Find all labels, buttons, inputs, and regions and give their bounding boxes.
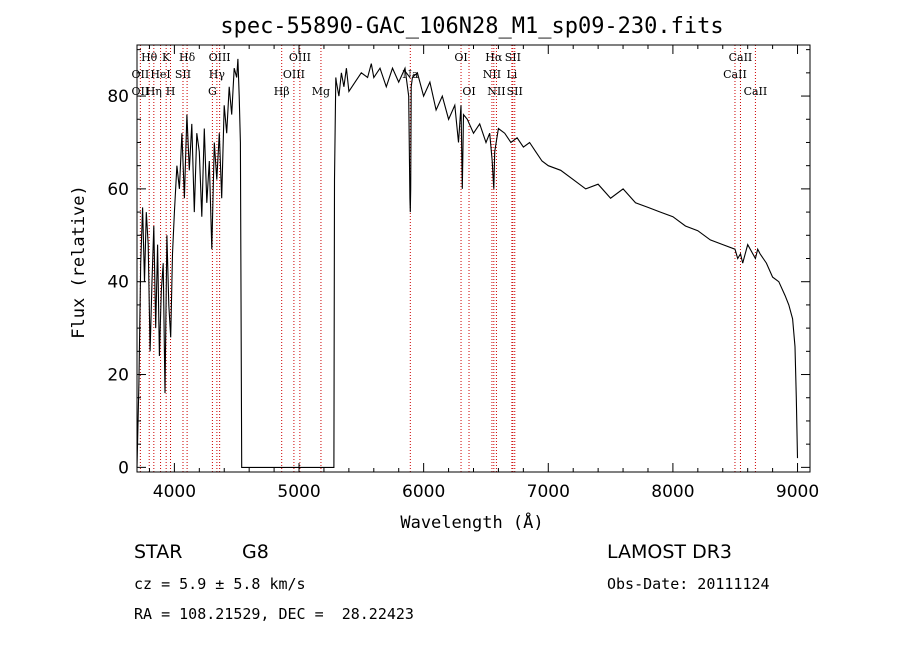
line-label: SII: [507, 85, 523, 98]
line-label: K: [162, 51, 171, 64]
x-tick-label: 8000: [651, 482, 694, 502]
obs-date: Obs-Date: 20111124: [607, 575, 770, 593]
y-tick-label: 0: [118, 458, 129, 478]
y-tick-label: 60: [107, 180, 129, 200]
line-label: Mg: [312, 85, 330, 98]
line-label: Li: [506, 68, 517, 81]
line-label: CaII: [744, 85, 768, 98]
object-type: STAR: [134, 541, 183, 563]
line-label: Na: [402, 68, 419, 81]
line-label: OI: [454, 51, 467, 64]
x-tick-label: 9000: [776, 482, 819, 502]
line-label: Hη: [146, 85, 162, 98]
line-label: Hγ: [209, 68, 226, 81]
line-label: HeI: [150, 68, 170, 81]
chart-title: spec-55890-GAC_106N28_M1_sp09-230.fits: [220, 14, 723, 39]
y-tick-label: 20: [107, 366, 129, 386]
spectral-subclass: G8: [242, 541, 269, 563]
line-label: CaII: [729, 51, 753, 64]
line-label: OII: [132, 68, 150, 81]
line-labels: Hθ OII OII K HeI Hη Hδ SII H OIII Hγ G OIII OIII Hβ Mg N…: [132, 51, 768, 98]
x-tick-label: 4000: [153, 482, 196, 502]
spectrum-line: [136, 58, 799, 468]
line-label: Hα: [485, 51, 503, 64]
y-axis-label: Flux (relative): [69, 185, 89, 339]
line-label: CaII: [723, 68, 747, 81]
y-tick-label: 40: [107, 273, 129, 293]
x-tick-label: 5000: [277, 482, 320, 502]
x-axis-ticks: 4000 5000 6000 7000 8000 9000: [148, 45, 819, 502]
x-axis-label: Wavelength (Å): [400, 511, 543, 533]
line-label: OIII: [289, 51, 311, 64]
line-label: OIII: [283, 68, 305, 81]
redshift-value: cz = 5.9 ± 5.8 km/s: [134, 575, 306, 593]
line-label: H: [166, 85, 176, 98]
coordinates: RA = 108.21529, DEC = 28.22423: [134, 605, 414, 623]
line-markers: [139, 45, 756, 472]
line-label: Hβ: [274, 85, 290, 98]
line-label: SII: [175, 68, 191, 81]
line-label: Hθ: [141, 51, 158, 64]
y-axis-ticks: 0 20 40 60 80: [107, 49, 810, 478]
spectrum-series: [136, 58, 799, 468]
line-label: OIII: [209, 51, 231, 64]
line-label: OII: [132, 85, 150, 98]
y-tick-label: 80: [107, 87, 129, 107]
line-label: Hδ: [179, 51, 196, 64]
line-label: OI: [462, 85, 475, 98]
x-tick-label: 7000: [527, 482, 570, 502]
line-label: NII: [487, 85, 505, 98]
x-tick-label: 6000: [402, 482, 445, 502]
line-label: G: [208, 85, 217, 98]
line-label: SII: [505, 51, 521, 64]
survey-name: LAMOST DR3: [607, 541, 732, 563]
plot-frame: [136, 44, 811, 473]
line-label: NII: [483, 68, 501, 81]
